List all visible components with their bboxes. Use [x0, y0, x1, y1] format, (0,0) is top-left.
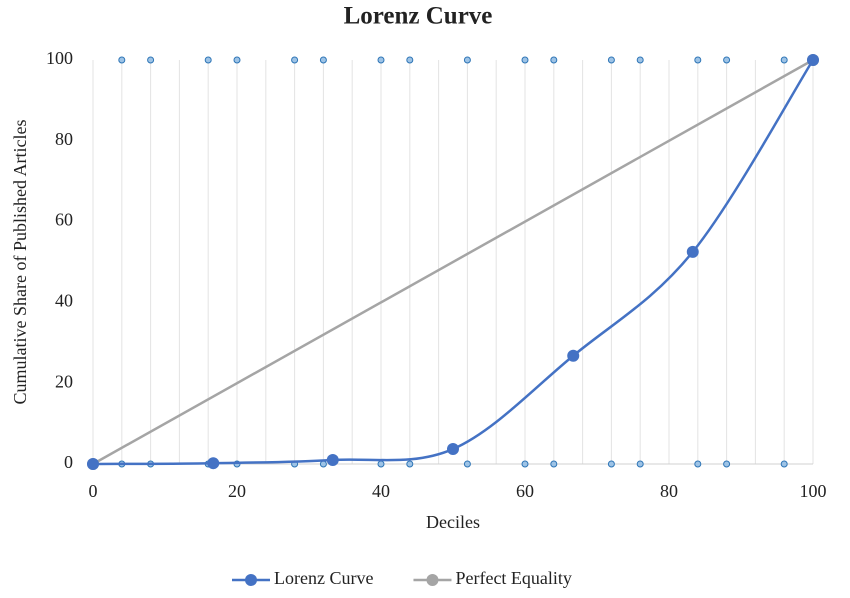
marker — [406, 56, 414, 64]
legend-label: Perfect Equality — [455, 568, 571, 588]
marker — [147, 56, 155, 64]
y-tick-label: 20 — [55, 371, 73, 391]
marker — [521, 56, 529, 64]
marker — [636, 460, 644, 468]
marker — [377, 56, 385, 64]
marker — [377, 460, 385, 468]
marker — [207, 457, 220, 470]
marker — [291, 56, 299, 64]
marker — [780, 460, 788, 468]
marker — [447, 443, 459, 456]
marker — [807, 54, 819, 66]
marker — [723, 460, 731, 468]
marker — [607, 460, 615, 468]
x-tick-label: 20 — [228, 481, 246, 501]
x-tick-label: 80 — [660, 481, 678, 501]
series-line — [92, 59, 815, 466]
marker — [326, 453, 339, 466]
series-line — [92, 58, 814, 466]
y-axis-label: Cumulative Share of Published Articles — [10, 120, 30, 405]
marker — [694, 56, 702, 64]
x-tick-label: 100 — [800, 481, 827, 501]
y-tick-label: 60 — [55, 210, 73, 230]
y-tick-label: 0 — [64, 452, 73, 472]
marker — [463, 460, 471, 468]
marker — [204, 56, 212, 64]
marker — [233, 56, 241, 64]
marker — [406, 460, 414, 468]
x-axis-label: Deciles — [426, 512, 480, 532]
marker — [550, 56, 558, 64]
x-tick-label: 40 — [372, 481, 390, 501]
marker — [319, 460, 327, 468]
marker — [463, 56, 471, 64]
marker — [636, 56, 644, 64]
x-tick-label: 0 — [89, 481, 98, 501]
marker — [319, 56, 327, 64]
y-tick-label: 80 — [55, 129, 73, 149]
y-tick-label: 100 — [46, 48, 73, 68]
marker — [521, 460, 529, 468]
legend-marker — [245, 574, 257, 586]
marker — [550, 460, 558, 468]
marker — [686, 245, 699, 258]
marker — [723, 56, 731, 64]
marker — [607, 56, 615, 64]
marker — [780, 56, 788, 64]
x-tick-label: 60 — [516, 481, 534, 501]
marker — [87, 458, 99, 470]
y-tick-label: 40 — [55, 291, 73, 311]
marker — [694, 460, 702, 468]
legend-marker — [426, 574, 439, 586]
chart-title: Lorenz Curve — [344, 3, 493, 30]
marker — [118, 56, 126, 64]
marker — [567, 349, 580, 362]
legend-label: Lorenz Curve — [274, 568, 373, 588]
